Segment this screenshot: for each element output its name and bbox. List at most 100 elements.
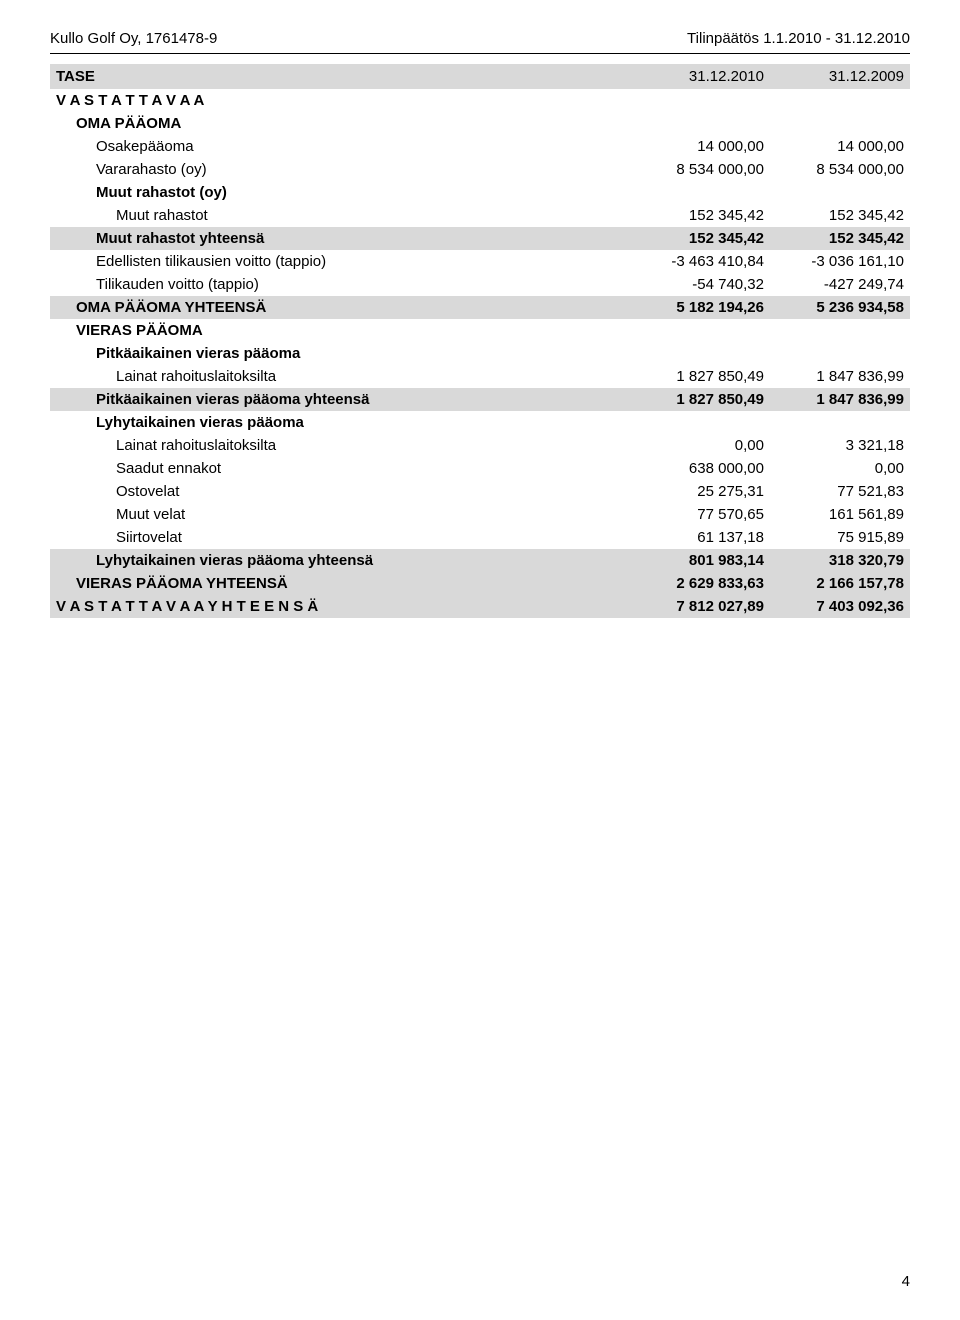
row-value-1: 152 345,42: [624, 230, 764, 247]
table-row: Siirtovelat61 137,1875 915,89: [50, 526, 910, 549]
row-value-2: -3 036 161,10: [764, 253, 904, 270]
row-value-1: [624, 322, 764, 339]
row-value-1: 2 629 833,63: [624, 575, 764, 592]
row-label: Osakepääoma: [56, 138, 624, 155]
row-value-2: -427 249,74: [764, 276, 904, 293]
row-value-1: 801 983,14: [624, 552, 764, 569]
row-label: Muut rahastot: [56, 207, 624, 224]
row-value-2: 2 166 157,78: [764, 575, 904, 592]
table-row: Pitkäaikainen vieras pääoma: [50, 342, 910, 365]
row-value-1: [624, 92, 764, 109]
row-label: VIERAS PÄÄOMA: [56, 322, 624, 339]
table-row: VIERAS PÄÄOMA YHTEENSÄ2 629 833,632 166 …: [50, 572, 910, 595]
row-value-1: -54 740,32: [624, 276, 764, 293]
table-row: Lyhytaikainen vieras pääoma: [50, 411, 910, 434]
row-value-2: [764, 184, 904, 201]
row-value-2: [764, 115, 904, 132]
row-label: Lyhytaikainen vieras pääoma yhteensä: [56, 552, 624, 569]
page: Kullo Golf Oy, 1761478-9 Tilinpäätös 1.1…: [0, 0, 960, 1320]
row-value-2: 5 236 934,58: [764, 299, 904, 316]
row-value-2: 8 534 000,00: [764, 161, 904, 178]
table-row: Lyhytaikainen vieras pääoma yhteensä801 …: [50, 549, 910, 572]
row-value-1: 152 345,42: [624, 207, 764, 224]
row-value-1: 5 182 194,26: [624, 299, 764, 316]
table-row: Ostovelat25 275,3177 521,83: [50, 480, 910, 503]
row-value-1: 61 137,18: [624, 529, 764, 546]
period-info: Tilinpäätös 1.1.2010 - 31.12.2010: [687, 30, 910, 47]
row-label: V A S T A T T A V A A: [56, 92, 624, 109]
row-value-2: 75 915,89: [764, 529, 904, 546]
table-row: OMA PÄÄOMA: [50, 112, 910, 135]
row-label: Ostovelat: [56, 483, 624, 500]
row-value-2: 7 403 092,36: [764, 598, 904, 615]
table-row: Muut rahastot yhteensä152 345,42152 345,…: [50, 227, 910, 250]
row-label: Lainat rahoituslaitoksilta: [56, 437, 624, 454]
row-value-2: 152 345,42: [764, 207, 904, 224]
row-value-2: 152 345,42: [764, 230, 904, 247]
row-label: OMA PÄÄOMA YHTEENSÄ: [56, 299, 624, 316]
row-value-1: [624, 184, 764, 201]
balance-rows: V A S T A T T A V A A OMA PÄÄOMA Osakepääo…: [50, 89, 910, 618]
table-title-row: TASE 31.12.2010 31.12.2009: [50, 64, 910, 89]
table-row: V A S T A T T A V A A: [50, 89, 910, 112]
table-row: V A S T A T T A V A A Y H T E E N S Ä7 8…: [50, 595, 910, 618]
table-row: Tilikauden voitto (tappio)-54 740,32-427…: [50, 273, 910, 296]
table-title: TASE: [56, 68, 624, 85]
row-label: Muut velat: [56, 506, 624, 523]
table-row: Lainat rahoituslaitoksilta1 827 850,491 …: [50, 365, 910, 388]
table-row: Muut velat77 570,65161 561,89: [50, 503, 910, 526]
page-number: 4: [902, 1273, 910, 1290]
row-label: Edellisten tilikausien voitto (tappio): [56, 253, 624, 270]
row-label: Muut rahastot yhteensä: [56, 230, 624, 247]
row-value-2: 161 561,89: [764, 506, 904, 523]
row-value-2: 77 521,83: [764, 483, 904, 500]
row-label: OMA PÄÄOMA: [56, 115, 624, 132]
row-value-2: [764, 345, 904, 362]
row-label: Lainat rahoituslaitoksilta: [56, 368, 624, 385]
header-rule: [50, 53, 910, 54]
row-value-2: 1 847 836,99: [764, 368, 904, 385]
table-row: Muut rahastot152 345,42152 345,42: [50, 204, 910, 227]
row-value-2: 14 000,00: [764, 138, 904, 155]
row-value-1: [624, 414, 764, 431]
table-row: VIERAS PÄÄOMA: [50, 319, 910, 342]
page-header: Kullo Golf Oy, 1761478-9 Tilinpäätös 1.1…: [50, 30, 910, 47]
company-info: Kullo Golf Oy, 1761478-9: [50, 30, 217, 47]
table-row: OMA PÄÄOMA YHTEENSÄ5 182 194,265 236 934…: [50, 296, 910, 319]
row-value-1: 0,00: [624, 437, 764, 454]
table-row: Osakepääoma14 000,0014 000,00: [50, 135, 910, 158]
table-row: Lainat rahoituslaitoksilta0,003 321,18: [50, 434, 910, 457]
row-label: Tilikauden voitto (tappio): [56, 276, 624, 293]
row-value-1: 77 570,65: [624, 506, 764, 523]
row-label: Muut rahastot (oy): [56, 184, 624, 201]
table-row: Pitkäaikainen vieras pääoma yhteensä1 82…: [50, 388, 910, 411]
row-label: Siirtovelat: [56, 529, 624, 546]
row-value-1: 7 812 027,89: [624, 598, 764, 615]
table-row: Edellisten tilikausien voitto (tappio) -3…: [50, 250, 910, 273]
row-value-1: 1 827 850,49: [624, 391, 764, 408]
table-row: Muut rahastot (oy): [50, 181, 910, 204]
row-label: V A S T A T T A V A A Y H T E E N S Ä: [56, 598, 624, 615]
row-label: Saadut ennakot: [56, 460, 624, 477]
row-value-2: 0,00: [764, 460, 904, 477]
row-label: VIERAS PÄÄOMA YHTEENSÄ: [56, 575, 624, 592]
row-value-1: [624, 345, 764, 362]
row-label: Pitkäaikainen vieras pääoma: [56, 345, 624, 362]
row-label: Vararahasto (oy): [56, 161, 624, 178]
row-label: Pitkäaikainen vieras pääoma yhteensä: [56, 391, 624, 408]
row-value-1: 14 000,00: [624, 138, 764, 155]
row-value-1: 25 275,31: [624, 483, 764, 500]
row-value-1: [624, 115, 764, 132]
table-row: Vararahasto (oy)8 534 000,008 534 000,00: [50, 158, 910, 181]
row-label: Lyhytaikainen vieras pääoma: [56, 414, 624, 431]
row-value-2: [764, 322, 904, 339]
column-header-1: 31.12.2010: [624, 68, 764, 85]
row-value-2: 318 320,79: [764, 552, 904, 569]
row-value-1: 638 000,00: [624, 460, 764, 477]
row-value-2: [764, 414, 904, 431]
row-value-2: 3 321,18: [764, 437, 904, 454]
row-value-1: 8 534 000,00: [624, 161, 764, 178]
column-header-2: 31.12.2009: [764, 68, 904, 85]
row-value-2: [764, 92, 904, 109]
row-value-1: 1 827 850,49: [624, 368, 764, 385]
